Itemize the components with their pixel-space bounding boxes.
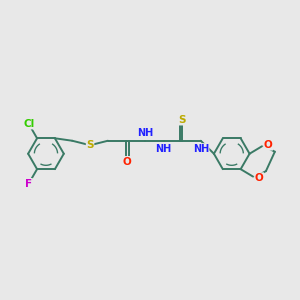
Text: O: O xyxy=(264,140,272,150)
Text: S: S xyxy=(178,115,186,125)
Text: Cl: Cl xyxy=(23,119,34,129)
Text: S: S xyxy=(86,140,94,150)
Text: NH: NH xyxy=(155,144,172,154)
Text: O: O xyxy=(255,173,264,183)
Text: NH: NH xyxy=(137,128,153,138)
Text: O: O xyxy=(122,157,131,166)
Text: NH: NH xyxy=(193,144,209,154)
Text: F: F xyxy=(25,178,32,188)
